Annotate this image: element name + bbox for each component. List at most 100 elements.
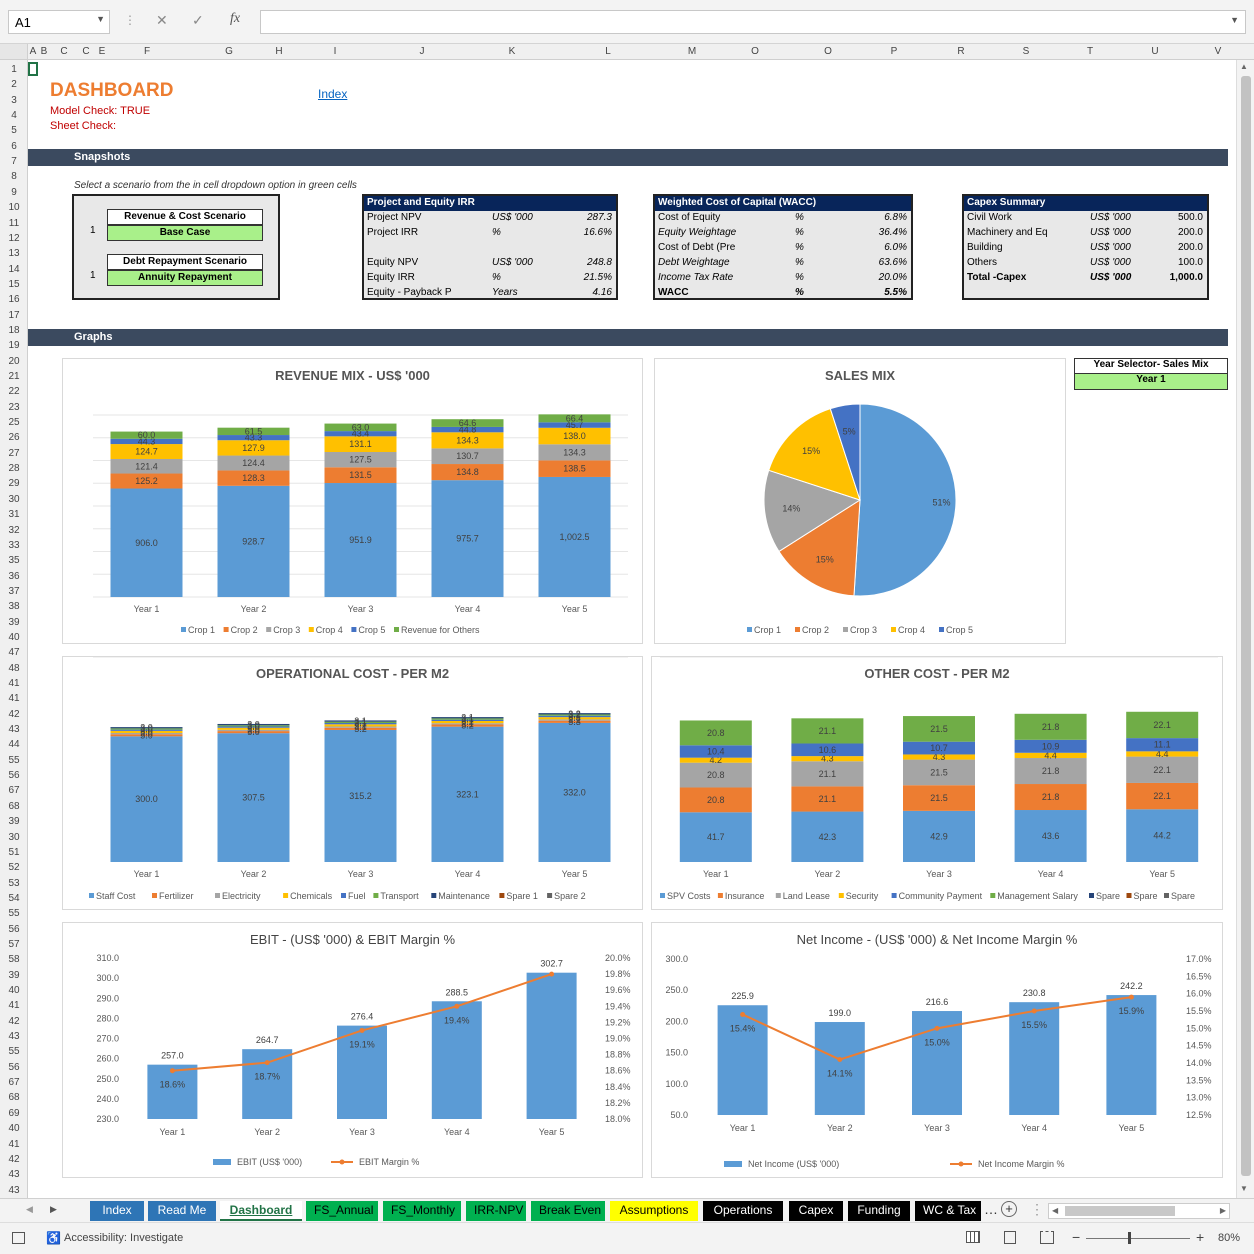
row-header[interactable]: 33 — [8, 539, 20, 551]
page-break-icon[interactable] — [1040, 1231, 1054, 1244]
row-header[interactable]: 52 — [8, 862, 20, 874]
column-header[interactable]: O — [751, 46, 759, 57]
scroll-up-icon[interactable]: ▲ — [1240, 62, 1248, 71]
row-header[interactable]: 37 — [8, 585, 20, 597]
sheet-tab[interactable]: FS_Monthly — [383, 1201, 461, 1221]
row-header[interactable]: 55 — [8, 754, 20, 766]
row-header[interactable]: 39 — [8, 969, 20, 981]
row-header[interactable]: 35 — [8, 555, 20, 567]
row-header[interactable]: 26 — [8, 432, 20, 444]
scroll-down-icon[interactable]: ▼ — [1240, 1184, 1248, 1193]
tab-splitter-icon[interactable]: ⋮ — [1030, 1201, 1044, 1217]
horizontal-scrollbar[interactable]: ◀ ▶ — [1048, 1203, 1230, 1219]
vertical-scrollbar[interactable]: ▲ ▼ — [1236, 60, 1254, 1198]
row-header[interactable]: 42 — [8, 1153, 20, 1165]
scroll-thumb[interactable] — [1065, 1206, 1175, 1216]
row-header[interactable]: 32 — [8, 524, 20, 536]
column-header[interactable]: G — [225, 46, 233, 57]
row-header[interactable]: 53 — [8, 877, 20, 889]
row-header[interactable]: 14 — [8, 263, 20, 275]
row-header[interactable]: 58 — [8, 954, 20, 966]
row-header[interactable]: 36 — [8, 570, 20, 582]
row-header[interactable]: 17 — [8, 309, 20, 321]
operational-cost-chart[interactable]: OPERATIONAL COST - PER M2 300.0 5.0 3.0 5.0… — [62, 656, 643, 910]
sales-mix-chart[interactable]: SALES MIX 51% 15% 14% 15% 5% Crop 1 Crop 2 Crop… — [654, 358, 1066, 644]
row-header[interactable]: 4 — [11, 110, 17, 122]
row-header[interactable]: 41 — [8, 678, 20, 689]
row-header[interactable]: 13 — [8, 248, 20, 260]
column-header[interactable]: F — [143, 46, 151, 57]
name-box[interactable]: A1 ▼ — [8, 10, 110, 34]
row-header[interactable]: 68 — [8, 800, 20, 812]
add-sheet-icon[interactable]: + — [1001, 1201, 1017, 1217]
sheet-tab[interactable]: Assumptions — [610, 1201, 698, 1221]
column-header[interactable]: B — [40, 46, 48, 57]
row-header[interactable]: 56 — [8, 1061, 20, 1073]
row-header[interactable]: 42 — [8, 1015, 20, 1027]
row-header[interactable]: 28 — [8, 463, 20, 475]
column-header[interactable]: C — [60, 46, 68, 57]
revenue-mix-chart[interactable]: REVENUE MIX - US$ '000 906.0 125.2 121.4 12… — [62, 358, 643, 644]
row-header[interactable]: 40 — [8, 631, 20, 643]
row-header[interactable]: 39 — [8, 816, 20, 828]
year-selector-dropdown[interactable]: Year 1 — [1075, 374, 1227, 389]
row-header[interactable]: 27 — [8, 447, 20, 459]
sheet-tab[interactable]: WC & Tax — [915, 1201, 981, 1221]
row-header[interactable]: 41 — [8, 693, 20, 705]
column-header[interactable]: T — [1086, 46, 1094, 57]
zoom-level[interactable]: 80% — [1218, 1232, 1241, 1244]
accessibility-icon[interactable]: ♿ — [46, 1231, 61, 1245]
row-header[interactable]: 54 — [8, 892, 20, 904]
column-header[interactable]: K — [508, 46, 516, 57]
column-header[interactable]: O — [824, 46, 832, 57]
row-header[interactable]: 3 — [11, 94, 17, 106]
select-all-corner[interactable] — [0, 44, 28, 60]
row-header[interactable]: 11 — [8, 217, 20, 229]
zoom-in-icon[interactable]: + — [1196, 1229, 1205, 1245]
row-header[interactable]: 1 — [11, 64, 17, 75]
row-header[interactable]: 29 — [8, 478, 20, 490]
column-header[interactable]: C — [82, 46, 90, 57]
expand-formula-icon[interactable]: ▼ — [1230, 15, 1239, 25]
zoom-slider[interactable] — [1086, 1238, 1190, 1239]
row-header[interactable]: 9 — [11, 186, 17, 198]
row-header[interactable]: 38 — [8, 601, 20, 613]
row-header[interactable]: 12 — [8, 232, 20, 244]
accessibility-status[interactable]: Accessibility: Investigate — [64, 1232, 184, 1244]
sheet-tab[interactable]: Break Even — [531, 1201, 605, 1221]
column-header[interactable]: J — [419, 46, 425, 57]
row-header[interactable]: 2 — [11, 79, 17, 91]
row-header[interactable]: 22 — [8, 386, 20, 398]
row-header[interactable]: 18 — [8, 324, 20, 336]
row-header[interactable]: 39 — [8, 616, 20, 628]
scenario-dropdown[interactable]: Base Case — [107, 225, 263, 241]
column-header[interactable]: V — [1214, 46, 1222, 57]
row-header[interactable]: 41 — [8, 1000, 20, 1012]
row-header[interactable]: 30 — [8, 831, 20, 843]
row-header[interactable]: 15 — [8, 278, 20, 290]
row-header[interactable]: 55 — [8, 908, 20, 920]
row-header[interactable]: 55 — [8, 1046, 20, 1058]
sheet-tab[interactable]: Dashboard — [220, 1201, 302, 1221]
prev-sheet-icon[interactable]: ◀ — [26, 1204, 33, 1214]
active-cell[interactable] — [28, 62, 38, 76]
scenario-dropdown[interactable]: Annuity Repayment — [107, 270, 263, 286]
row-header[interactable]: 57 — [8, 938, 20, 950]
zoom-out-icon[interactable]: − — [1072, 1229, 1081, 1245]
scroll-left-icon[interactable]: ◀ — [1052, 1206, 1059, 1215]
row-header[interactable]: 6 — [11, 140, 17, 152]
row-header[interactable]: 23 — [8, 401, 20, 413]
sheet-tab[interactable]: Read Me — [148, 1201, 216, 1221]
row-header[interactable]: 67 — [8, 785, 20, 797]
row-header[interactable]: 43 — [8, 1169, 20, 1181]
index-link[interactable]: Index — [318, 87, 348, 101]
row-header[interactable]: 41 — [8, 1138, 20, 1150]
row-header[interactable]: 48 — [8, 662, 20, 674]
row-header[interactable]: 42 — [8, 708, 20, 720]
row-header[interactable]: 16 — [8, 294, 20, 306]
next-sheet-icon[interactable]: ▶ — [50, 1204, 57, 1214]
column-header[interactable]: S — [1022, 46, 1030, 57]
column-header[interactable]: P — [890, 46, 898, 57]
other-cost-chart[interactable]: OTHER COST - PER M2 41.7 20.8 20.8 4.2 10.4 2… — [651, 656, 1223, 910]
column-header[interactable]: A — [29, 46, 37, 57]
